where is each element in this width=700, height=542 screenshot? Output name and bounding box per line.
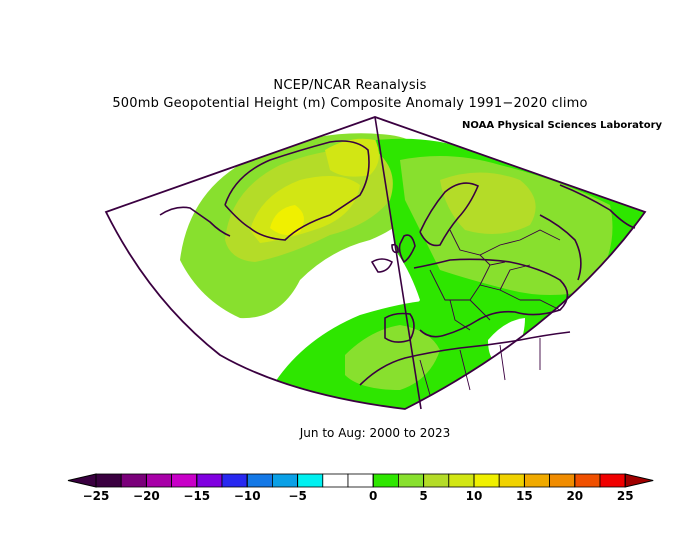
colorbar-tick-label: 20	[566, 489, 583, 503]
colorbar-tick-label: −25	[83, 489, 110, 503]
chart-title-line1: NCEP/NCAR Reanalysis	[273, 78, 427, 93]
colorbar-box	[221, 473, 248, 488]
colorbar-box	[145, 473, 172, 488]
africa-coast	[359, 331, 571, 386]
colorbar-box	[120, 473, 147, 488]
colorbar-box	[498, 473, 525, 488]
colorbar-box	[95, 473, 122, 488]
colorbar-arrow-high	[624, 473, 654, 488]
colorbar-box	[322, 473, 349, 488]
colorbar-box	[271, 473, 298, 488]
colorbar-box	[524, 473, 551, 488]
borders	[419, 229, 561, 396]
colorbar-box	[574, 473, 601, 488]
colorbar-box	[423, 473, 450, 488]
prime-meridian-line	[374, 116, 422, 410]
colorbar-tick-label: −20	[133, 489, 160, 503]
colorbar-arrow-low	[67, 473, 97, 488]
colorbar-box	[549, 473, 576, 488]
colorbar-tick-label: 0	[369, 489, 377, 503]
greenland-coast	[224, 140, 370, 241]
colorbar-box	[372, 473, 399, 488]
colorbar-tick-label: 15	[516, 489, 533, 503]
colorbar-box	[246, 473, 273, 488]
time-period-label: Jun to Aug: 2000 to 2023	[299, 426, 451, 440]
colorbar-tick-label: 5	[419, 489, 427, 503]
colorbar-box	[347, 473, 374, 488]
iberia-coast	[384, 312, 415, 343]
border-lines-north	[449, 229, 561, 266]
iceland-coast	[370, 258, 393, 273]
border-lines-europe	[429, 261, 561, 331]
colorbar-box	[171, 473, 198, 488]
scandinavia-coast	[419, 182, 480, 247]
chart-title-line2: 500mb Geopotential Height (m) Composite …	[112, 96, 588, 111]
colorbar-tick-label: −5	[288, 489, 306, 503]
colorbar-tick-label: −15	[183, 489, 210, 503]
lab-credit: NOAA Physical Sciences Laboratory	[462, 120, 663, 131]
colorbar-boxes	[67, 473, 654, 488]
colorbar-box	[448, 473, 475, 488]
colorbar-box	[473, 473, 500, 488]
map-frame	[104, 116, 647, 410]
canada-coast	[159, 206, 231, 237]
colorbar-box	[599, 473, 626, 488]
anomaly-high-scandinavia	[440, 172, 536, 234]
colorbar-box	[196, 473, 223, 488]
colorbar-tick-label: 10	[466, 489, 483, 503]
colorbar-box	[297, 473, 324, 488]
asia-coast	[539, 184, 636, 281]
colorbar-tick-label: −10	[234, 489, 261, 503]
colorbar-ticks: −25 −20 −15 −10 −5 0 5 10 15 20 25	[83, 474, 634, 503]
anomaly-peak	[270, 205, 304, 236]
colorbar-tick-label: 25	[617, 489, 634, 503]
border-lines-africa	[419, 338, 541, 396]
colorbar-box	[397, 473, 424, 488]
